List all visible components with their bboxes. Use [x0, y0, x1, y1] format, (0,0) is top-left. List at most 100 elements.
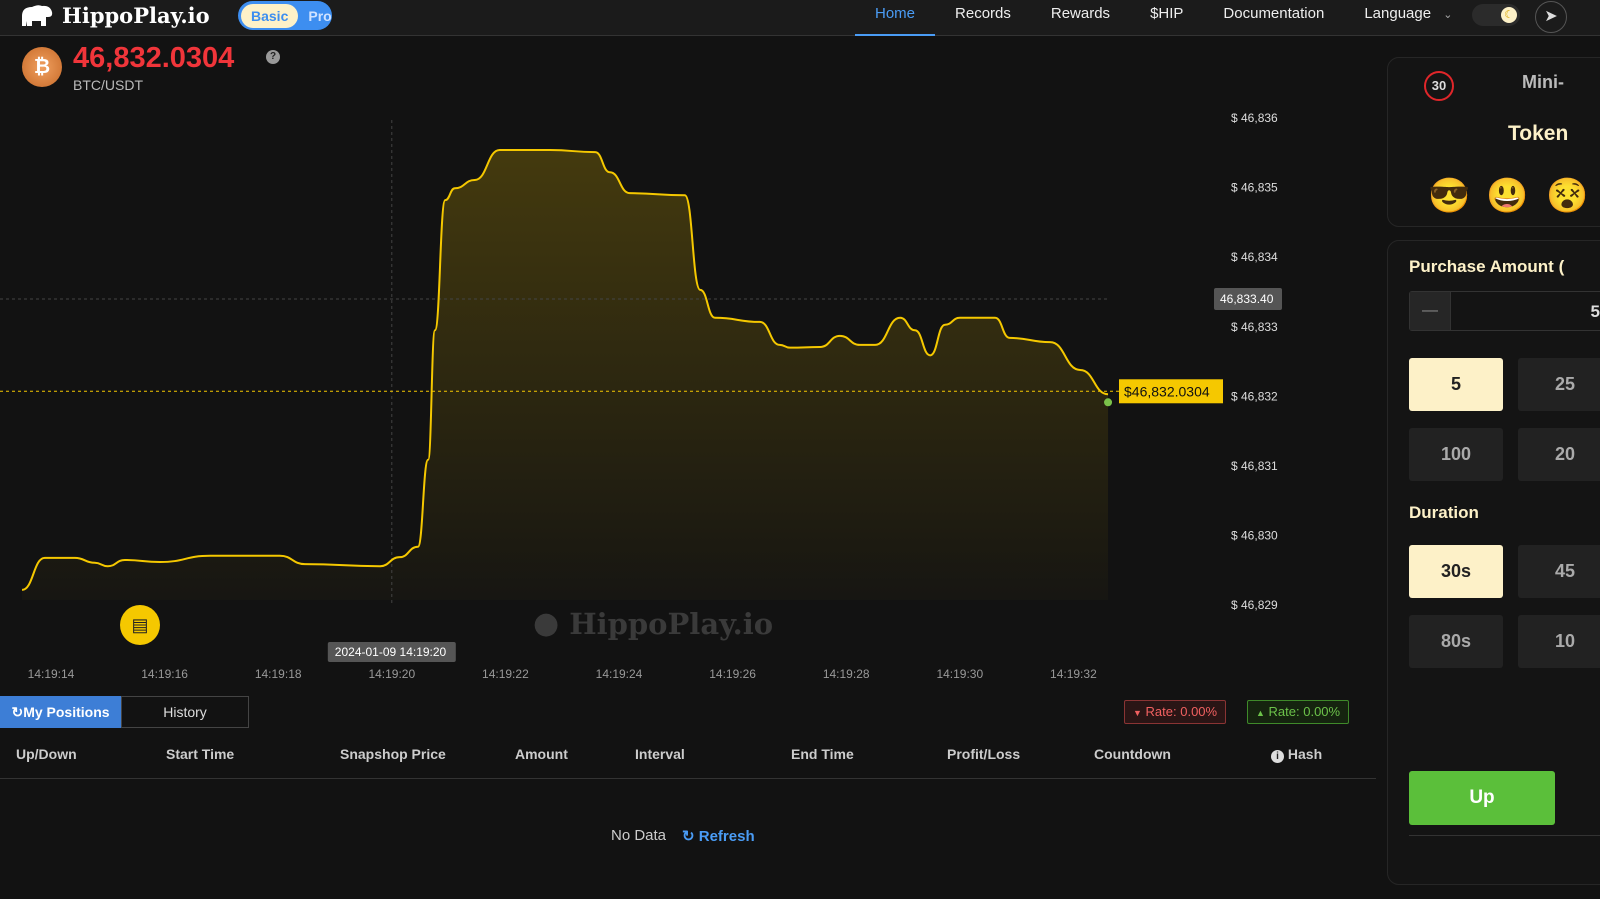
smile-emoji-icon[interactable]: 😃 — [1486, 177, 1529, 215]
duration-100s[interactable]: 10 — [1518, 615, 1600, 668]
price-chart[interactable]: $ 46,836 $ 46,835 $ 46,834 $ 46,833 $ 46,832… — [0, 0, 1380, 690]
brand-name: HippoPlay.io — [62, 2, 210, 28]
y-tick-label: $ 46,836 — [1231, 111, 1278, 125]
amount-option-25[interactable]: 25 — [1518, 358, 1600, 411]
countdown-ring: 30 — [1424, 71, 1454, 101]
hippo-icon — [22, 5, 53, 26]
hippo-icon: ● — [533, 606, 560, 641]
amount-stepper[interactable]: — 5 — [1409, 291, 1600, 331]
col-hash-label: Hash — [1287, 746, 1323, 762]
game-title: Mini- — [1522, 72, 1564, 92]
y-tick-label: $ 46,834 — [1231, 250, 1278, 264]
col-profit-loss: Profit/Loss — [947, 746, 1021, 762]
rate-down: Rate: 0.00% — [1145, 704, 1218, 719]
tab-label: My Positions — [23, 704, 110, 720]
amount-option-100[interactable]: 100 — [1409, 428, 1503, 481]
price-line — [21, 149, 1109, 591]
brand-logo[interactable]: HippoPlay.io — [20, 2, 210, 28]
triangle-up-icon: ▲ — [1256, 708, 1265, 718]
col-start-time: Start Time — [166, 746, 235, 762]
current-price: 46,832.0304 — [73, 42, 235, 74]
price-area — [22, 150, 1109, 601]
col-amount: Amount — [515, 746, 568, 762]
col-end-time: End Time — [791, 746, 854, 762]
top-nav: HippoPlay.io Basic Pro Home Records Rewa… — [0, 0, 1600, 36]
positions-table-header: Up/Down Start Time Snapshop Price Amount… — [0, 736, 1376, 779]
chat-button[interactable]: ▤ — [120, 605, 160, 645]
y-tick-label: $ 46,832 — [1231, 389, 1278, 403]
rate-up-badge: ▲ Rate: 0.00% — [1247, 700, 1350, 724]
y-tick-label: $ 46,830 — [1231, 529, 1278, 543]
col-hash: i Hash — [1271, 746, 1322, 763]
col-up-down: Up/Down — [16, 746, 77, 762]
cool-emoji-icon[interactable]: 😎 — [1428, 177, 1471, 215]
dizzy-emoji-icon[interactable]: 😵 — [1546, 177, 1589, 215]
plan-pro[interactable]: Pro — [308, 7, 332, 24]
nav-rewards[interactable]: Rewards — [1050, 5, 1111, 22]
trade-card: Purchase Amount ( — 5 5 25 100 20 Durati… — [1387, 240, 1600, 885]
x-tick-label: 14:19:22 — [482, 667, 529, 681]
x-tick-label: 14:19:32 — [1050, 667, 1097, 681]
up-button[interactable]: Up — [1409, 771, 1555, 825]
game-card: 30 Mini- Token 😎 😃 😵 — [1387, 57, 1600, 227]
plan-toggle[interactable]: Basic Pro — [238, 1, 332, 30]
duration-80s[interactable]: 80s — [1409, 615, 1503, 668]
x-tick-label: 14:19:18 — [255, 667, 302, 681]
game-subtitle: Token — [1508, 122, 1569, 145]
telegram-icon[interactable]: ➤ — [1535, 1, 1567, 33]
tab-history[interactable]: History — [121, 696, 249, 728]
x-tick-label: 14:19:28 — [823, 667, 870, 681]
x-tick-label: 14:19:26 — [709, 667, 756, 681]
x-tick-label: 14:19:16 — [141, 667, 188, 681]
duration-title: Duration — [1409, 503, 1479, 522]
x-tick-label: 14:19:14 — [28, 667, 75, 681]
y-tick-label: $ 46,829 — [1231, 598, 1278, 612]
y-tick-label: $ 46,833 — [1231, 320, 1278, 334]
moon-icon: ☾ — [1501, 7, 1517, 23]
tab-my-positions[interactable]: ↻My Positions — [0, 696, 121, 728]
x-tick-label: 14:19:20 — [368, 667, 415, 681]
svg-text:2024-01-09 14:19:20: 2024-01-09 14:19:20 — [335, 645, 447, 659]
current-price-dot — [1104, 398, 1113, 407]
bitcoin-icon: ₿ — [22, 47, 62, 87]
watermark: ● HippoPlay.io — [533, 606, 773, 641]
duration-45s[interactable]: 45 — [1518, 545, 1600, 598]
amount-option-5[interactable]: 5 — [1409, 358, 1503, 411]
amount-input[interactable]: 5 — [1590, 302, 1600, 321]
refresh-button[interactable]: ↻ Refresh — [682, 827, 755, 845]
help-icon[interactable]: ? — [266, 50, 280, 64]
nav-hip[interactable]: $HIP — [1150, 5, 1184, 22]
y-tick-label: $ 46,831 — [1231, 459, 1278, 473]
chevron-down-icon: ⌄ — [1443, 9, 1453, 21]
minus-button[interactable]: — — [1410, 292, 1451, 330]
language-label: Language — [1364, 5, 1432, 22]
purchase-amount-title: Purchase Amount ( — [1409, 257, 1565, 276]
crosshair-time-label: 2024-01-09 14:19:20 — [327, 642, 456, 662]
no-data-text: No Data — [611, 827, 667, 844]
refresh-icon: ↻ — [11, 704, 24, 720]
nav-records[interactable]: Records — [955, 5, 1011, 22]
divider — [1409, 835, 1600, 836]
col-countdown: Countdown — [1094, 746, 1171, 762]
info-icon[interactable]: i — [1271, 750, 1284, 763]
y-tick-label: $ 46,835 — [1231, 181, 1278, 195]
nav-documentation[interactable]: Documentation — [1223, 5, 1325, 22]
duration-30s[interactable]: 30s — [1409, 545, 1503, 598]
refresh-label: Refresh — [698, 828, 755, 845]
refresh-icon: ↻ — [682, 828, 695, 845]
amount-option-200[interactable]: 20 — [1518, 428, 1600, 481]
x-tick-label: 14:19:24 — [596, 667, 643, 681]
svg-text:46,833.40: 46,833.40 — [1220, 292, 1274, 306]
current-price-label: $46,832.0304 — [1119, 379, 1223, 404]
col-interval: Interval — [635, 746, 685, 762]
triangle-down-icon: ▼ — [1133, 708, 1142, 718]
plan-basic[interactable]: Basic — [241, 3, 299, 28]
x-tick-label: 14:19:30 — [936, 667, 983, 681]
watermark-text: HippoPlay.io — [569, 606, 774, 641]
svg-text:$46,832.0304: $46,832.0304 — [1124, 383, 1210, 399]
nav-home[interactable]: Home — [855, 0, 936, 36]
nav-language[interactable]: Language ⌄ — [1344, 0, 1472, 36]
rate-up: Rate: 0.00% — [1268, 704, 1341, 719]
col-snapshot-price: Snapshop Price — [340, 746, 446, 762]
theme-toggle[interactable]: ☾ — [1472, 4, 1520, 26]
